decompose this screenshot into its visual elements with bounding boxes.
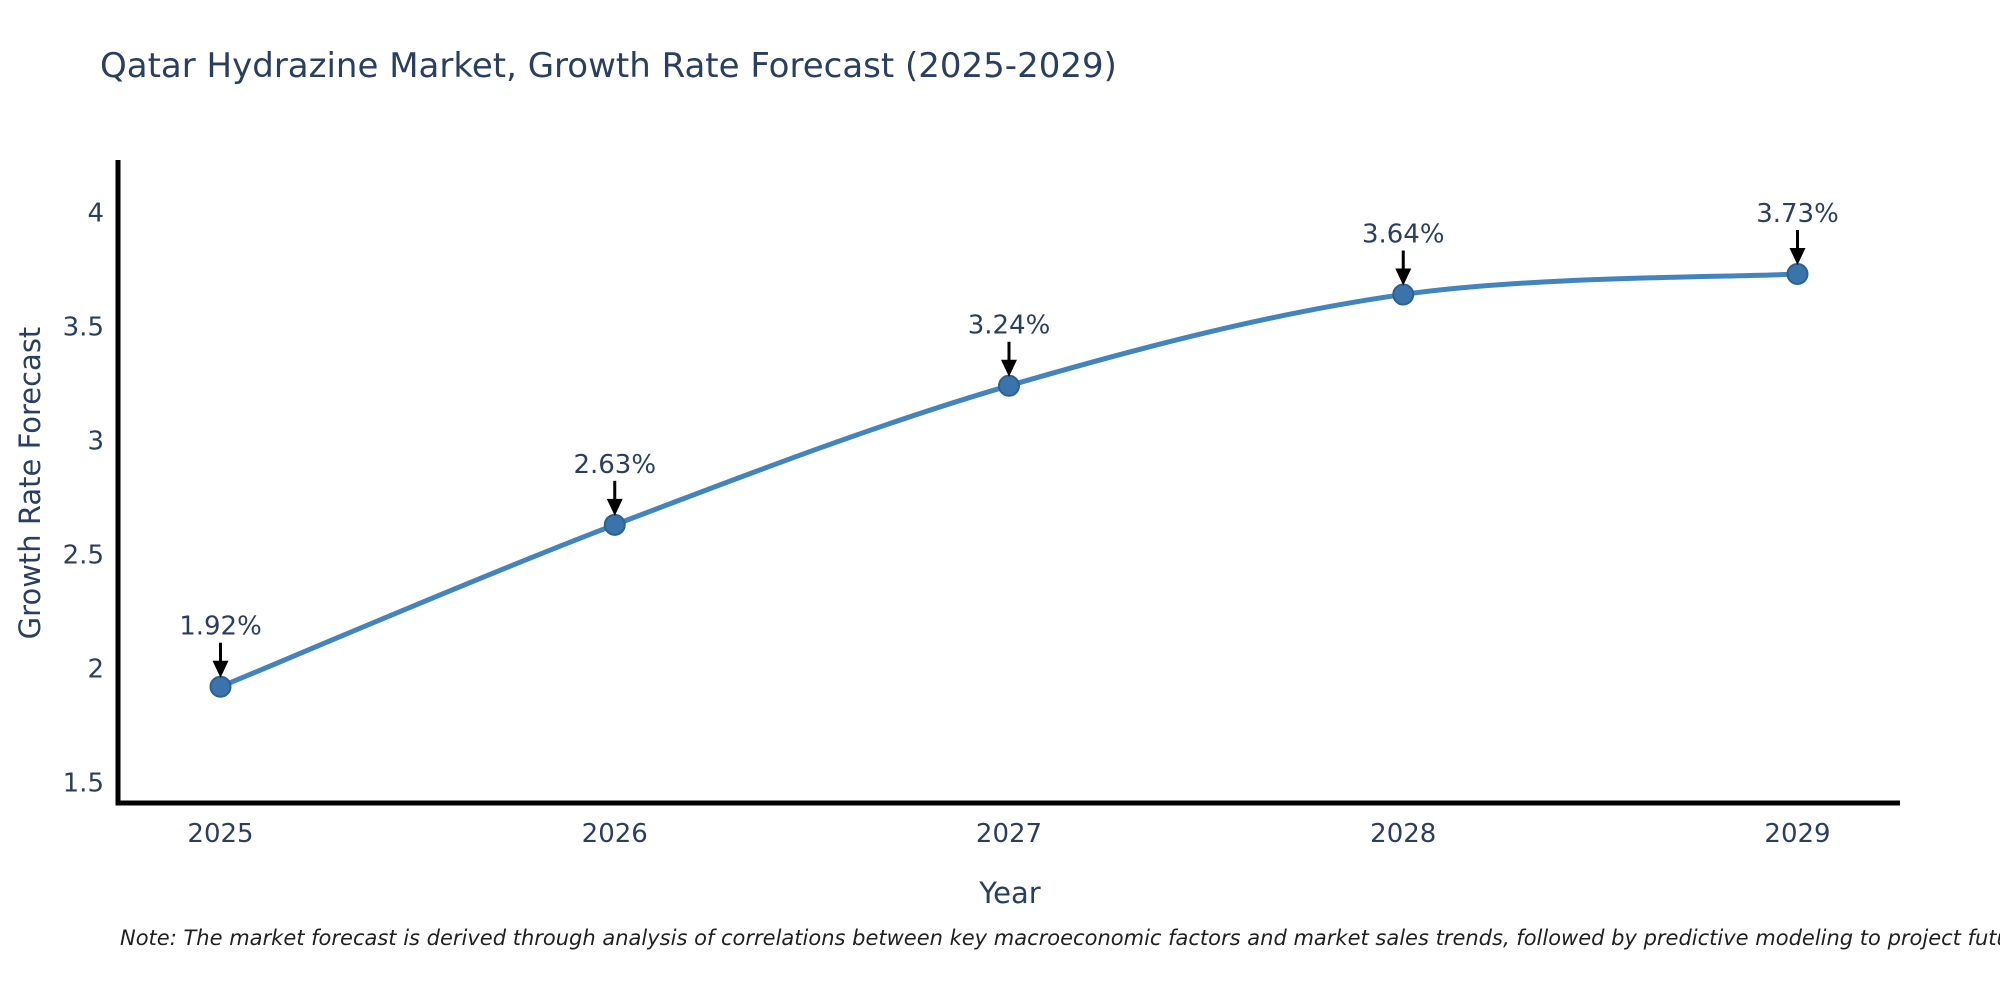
y-tick-label: 3 <box>87 426 104 456</box>
point-annotation-label: 3.64% <box>1362 220 1445 250</box>
data-point-marker <box>998 374 1020 397</box>
y-tick-label: 2.5 <box>63 540 104 570</box>
y-tick-label: 3.5 <box>63 312 104 342</box>
y-tick-label: 1.5 <box>63 768 104 798</box>
annotation-arrowhead <box>1395 268 1412 286</box>
data-point-marker <box>603 513 626 536</box>
point-annotation-label: 2.63% <box>573 450 656 480</box>
chart-title: Qatar Hydrazine Market, Growth Rate Fore… <box>100 46 1117 86</box>
x-tick-label: 2026 <box>582 819 648 849</box>
x-tick-label: 2025 <box>187 819 253 849</box>
x-tick-label: 2028 <box>1370 819 1436 849</box>
point-annotation-label: 1.92% <box>179 612 262 642</box>
x-axis-title: Year <box>979 876 1041 910</box>
point-annotation-label: 3.24% <box>968 311 1051 341</box>
annotation-arrowhead <box>1001 359 1017 377</box>
y-tick-label: 4 <box>87 198 104 228</box>
data-point-marker <box>209 675 232 698</box>
y-tick-label: 2 <box>87 654 104 684</box>
point-annotation-label: 3.73% <box>1756 199 1839 229</box>
x-tick-label: 2029 <box>1764 819 1830 849</box>
annotation-arrowhead <box>606 498 623 516</box>
annotation-arrowhead <box>1789 248 1806 266</box>
data-point-marker <box>1786 263 1809 286</box>
footnote: Note: The market forecast is derived thr… <box>120 926 2000 950</box>
annotation-arrowhead <box>212 660 229 678</box>
x-tick-label: 2027 <box>976 819 1042 849</box>
data-point-marker <box>1392 283 1415 306</box>
